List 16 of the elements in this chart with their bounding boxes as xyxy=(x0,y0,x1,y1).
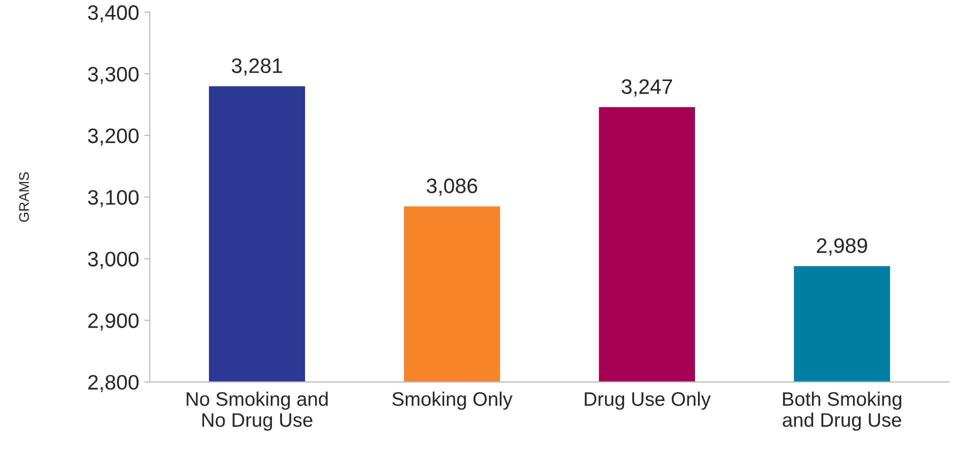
y-tick-label: 3,000 xyxy=(88,252,139,269)
y-axis-title: GRAMS xyxy=(19,172,29,222)
x-tick-label: No Smoking and No Drug Use xyxy=(186,392,328,431)
x-tick-label: Drug Use Only xyxy=(584,392,711,410)
x-tick-label: Smoking Only xyxy=(392,392,512,410)
y-tick-label: 3,200 xyxy=(88,128,139,146)
data-label: 2,989 xyxy=(816,238,868,256)
y-tick-label: 3,100 xyxy=(88,190,139,208)
data-label: 3,247 xyxy=(622,79,672,96)
x-tick-label: Both Smoking and Drug Use xyxy=(782,392,902,431)
data-label: 3,086 xyxy=(426,178,478,196)
y-tick-label: 3,300 xyxy=(88,66,139,84)
y-tick-label: 3,400 xyxy=(88,5,139,22)
y-tick-label: 2,900 xyxy=(88,313,139,331)
data-label: 3,281 xyxy=(232,58,282,76)
y-tick-label: 2,800 xyxy=(88,374,139,392)
